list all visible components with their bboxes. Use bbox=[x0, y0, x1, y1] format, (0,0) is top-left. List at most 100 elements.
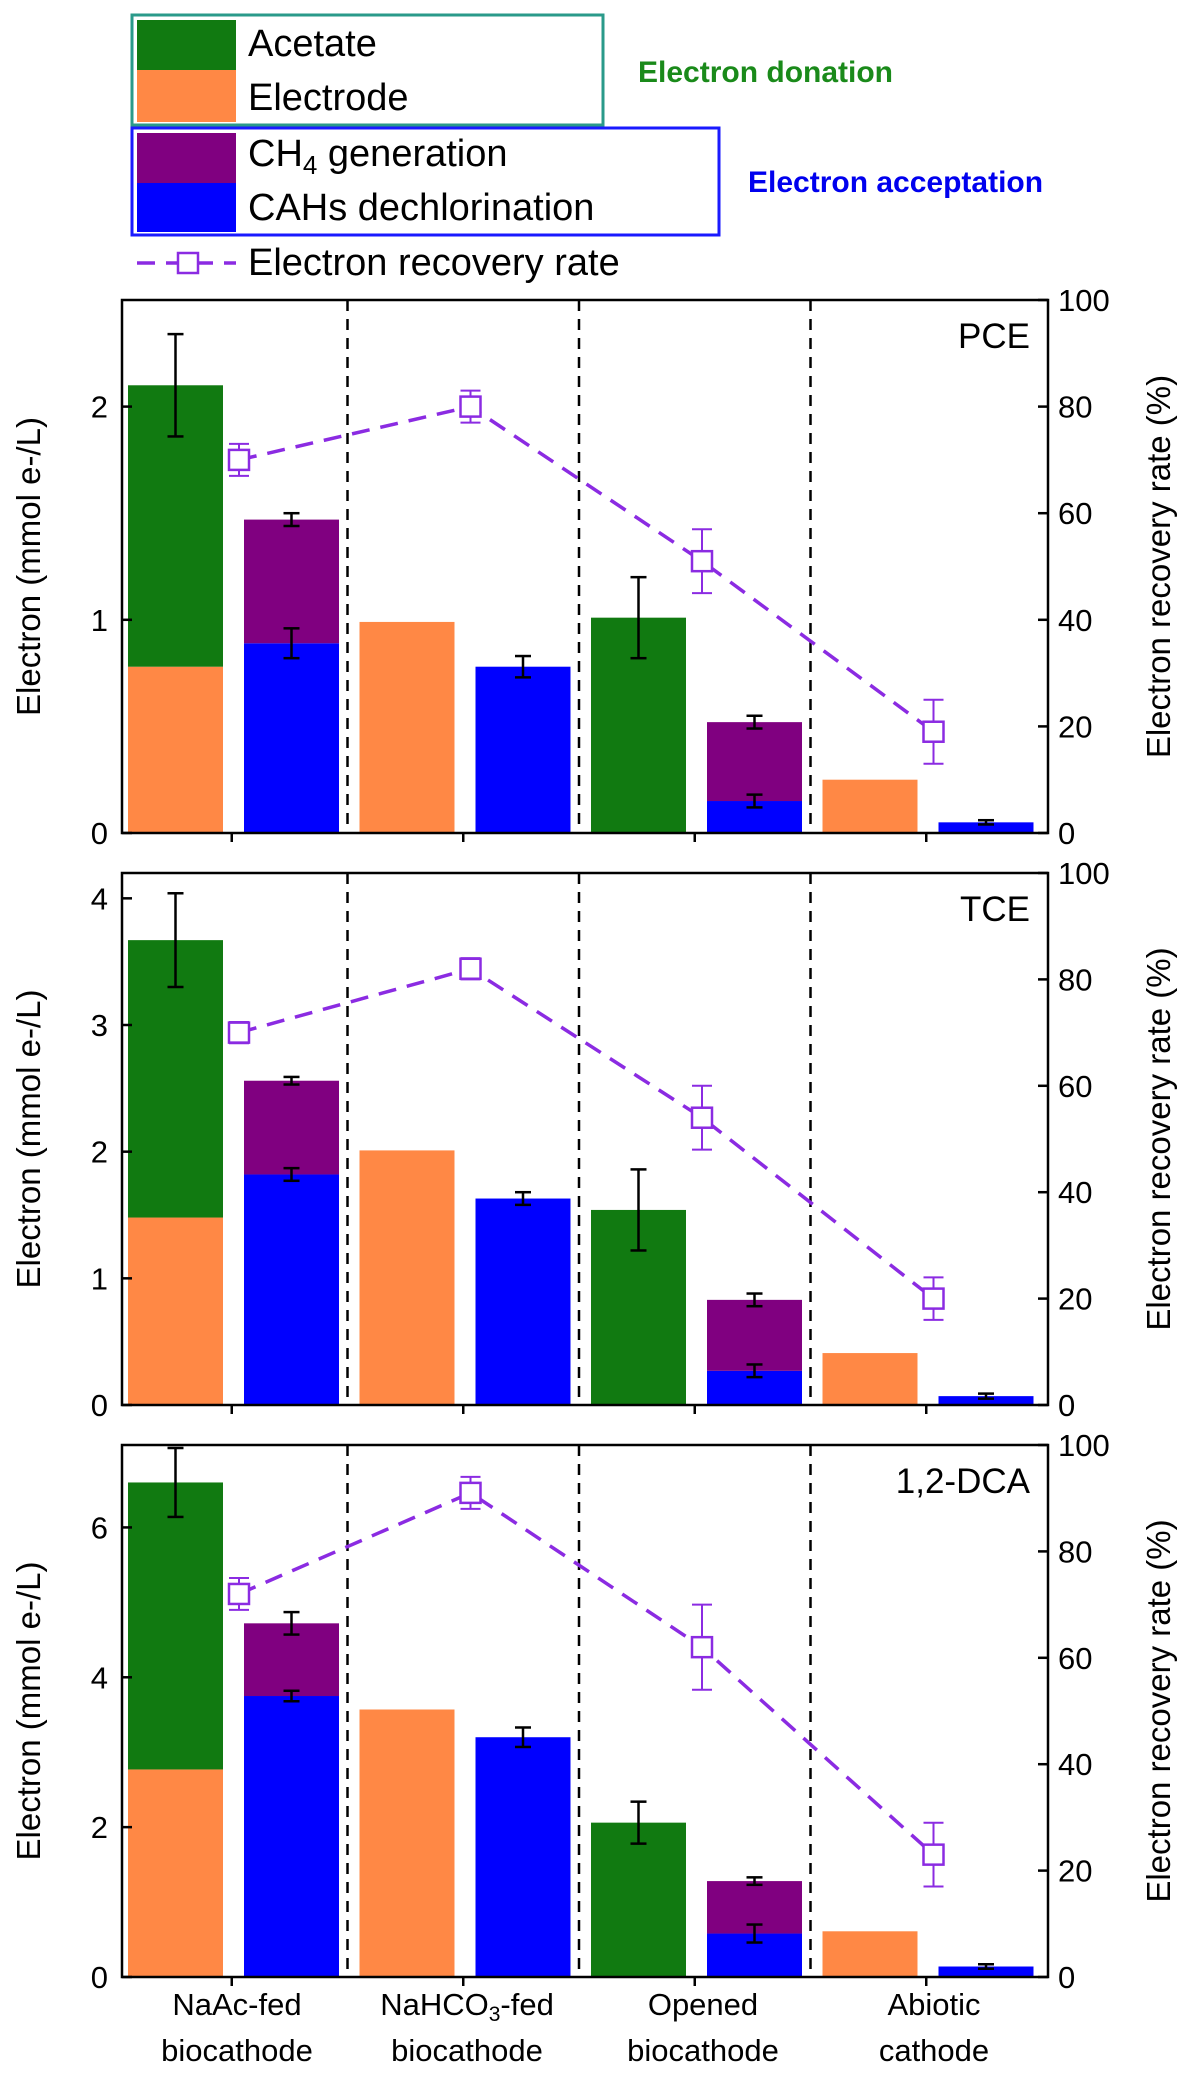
panel0-bar-ch4-opened bbox=[707, 722, 802, 802]
x-label-nahco3-rest: -fed bbox=[500, 1987, 553, 2022]
panel1-bar-cah-naac bbox=[244, 1174, 339, 1405]
legend: Acetate Electrode CH4 generation CAHs de… bbox=[130, 13, 1043, 284]
x-label-abiotic-line2: cathode bbox=[879, 2033, 989, 2068]
panel2-y2label: Electron recovery rate (%) bbox=[1140, 1519, 1177, 1902]
panel1-recovery-point-abiotic bbox=[922, 1287, 945, 1310]
panel0-y2tick-label-100: 100 bbox=[1058, 283, 1110, 318]
panel2-bar-cah-abiotic bbox=[938, 1966, 1034, 1977]
panel2-bar-electrode-abiotic bbox=[822, 1931, 918, 1977]
legend-acceptation-box bbox=[130, 126, 721, 237]
x-label-nahco3-line1: NaHCO3-fed bbox=[380, 1987, 554, 2026]
panel2-recovery-point-abiotic bbox=[922, 1843, 945, 1866]
panel1-bar-ch4-naac bbox=[244, 1080, 339, 1175]
panel0-bar-ch4-naac bbox=[244, 519, 339, 644]
panel2-ytick-label-0: 0 bbox=[91, 1960, 108, 1995]
panel0-ytick-label-1: 1 bbox=[91, 603, 108, 638]
panel2-bar-electrode-nahco3 bbox=[359, 1709, 455, 1977]
panel1-y2tick-label-100: 100 bbox=[1058, 856, 1110, 891]
x-label-nahco3-line2: biocathode bbox=[391, 2033, 543, 2068]
panel1-ytick-label-4: 4 bbox=[91, 881, 108, 916]
panel2-plot-frame bbox=[120, 1443, 1050, 1979]
legend-label-ch4-main: CH bbox=[248, 133, 303, 175]
legend-label-cah: CAHs dechlorination bbox=[248, 187, 594, 229]
panel2-y2tick-label-0: 0 bbox=[1058, 1960, 1075, 1995]
panel1-y2tick-label-40: 40 bbox=[1058, 1175, 1092, 1210]
panel0-ytick-label-0: 0 bbox=[91, 816, 108, 851]
panel2-title: 1,2-DCA bbox=[896, 1462, 1031, 1501]
panel0-bar-electrode-nahco3 bbox=[359, 621, 455, 833]
panel0-y2tick-label-60: 60 bbox=[1058, 496, 1092, 531]
legend-swatch-ch4 bbox=[137, 133, 236, 183]
panel0-recovery-point-opened bbox=[690, 549, 714, 573]
legend-swatch-electrode bbox=[137, 70, 236, 122]
panel2-ytick-label-6: 6 bbox=[91, 1510, 108, 1545]
legend-recovery-marker bbox=[176, 251, 200, 275]
panel0-bar-cah-naac bbox=[244, 643, 339, 833]
panel1-y2tick-label-0: 0 bbox=[1058, 1388, 1075, 1423]
legend-label-ch4-rest: generation bbox=[317, 133, 507, 175]
x-label-nahco3-main: NaHCO bbox=[380, 1987, 489, 2022]
x-label-opened-line1: Opened bbox=[648, 1987, 758, 2022]
panel0-bar-cah-abiotic bbox=[938, 822, 1034, 833]
x-label-abiotic-line1: Abiotic bbox=[887, 1987, 980, 2022]
panel0-ytick-label-2: 2 bbox=[91, 390, 108, 425]
legend-label-ch4: CH4 generation bbox=[248, 133, 508, 180]
legend-swatch-cah bbox=[137, 183, 236, 232]
panel1-ytick-label-3: 3 bbox=[91, 1008, 108, 1043]
panel0-y2tick-label-0: 0 bbox=[1058, 816, 1075, 851]
legend-donation-text: Electron donation bbox=[638, 56, 893, 89]
panel2-y2tick-label-40: 40 bbox=[1058, 1747, 1092, 1782]
legend-label-recovery: Electron recovery rate bbox=[248, 242, 620, 284]
panel1-bar-electrode-abiotic bbox=[822, 1353, 918, 1405]
panel2-ytick-label-4: 4 bbox=[91, 1660, 108, 1695]
panel1-title: TCE bbox=[960, 890, 1030, 929]
panel0-recovery-point-naac bbox=[227, 448, 251, 472]
panel2-bar-acetate-opened bbox=[591, 1822, 686, 1977]
panel2-bar-cah-nahco3 bbox=[475, 1737, 571, 1977]
panel1-bar-ch4-opened bbox=[707, 1299, 802, 1371]
panel0-recovery-point-abiotic bbox=[922, 720, 945, 743]
panel1-y2tick-label-20: 20 bbox=[1058, 1282, 1092, 1317]
panel2-y2tick-label-100: 100 bbox=[1058, 1428, 1110, 1463]
panel2-bar-acetate-naac bbox=[128, 1482, 223, 1770]
panel2-recovery-point-opened bbox=[690, 1635, 714, 1659]
panel1-bar-cah-abiotic bbox=[938, 1396, 1034, 1405]
panel0-y2tick-label-80: 80 bbox=[1058, 390, 1092, 425]
panel0-bar-electrode-naac bbox=[128, 666, 223, 833]
panel1-y2tick-label-80: 80 bbox=[1058, 962, 1092, 997]
x-label-naac-line1: NaAc-fed bbox=[172, 1987, 301, 2022]
panel0-plot-frame bbox=[120, 298, 1050, 835]
legend-swatch-acetate bbox=[137, 20, 236, 70]
legend-label-acetate: Acetate bbox=[248, 23, 377, 65]
legend-donation-box bbox=[130, 13, 605, 127]
x-category-labels: NaAc-fed biocathode NaHCO3-fed biocathod… bbox=[161, 1987, 989, 2068]
panel1-y2label: Electron recovery rate (%) bbox=[1140, 947, 1177, 1330]
legend-label-electrode: Electrode bbox=[248, 77, 409, 119]
panel0-title: PCE bbox=[958, 317, 1030, 356]
panel2-recovery-point-naac bbox=[227, 1582, 251, 1606]
panel0-recovery-line bbox=[238, 404, 935, 734]
panel1-ytick-label-2: 2 bbox=[91, 1135, 108, 1170]
legend-label-ch4-sub: 4 bbox=[303, 150, 317, 180]
x-label-opened-line2: biocathode bbox=[627, 2033, 779, 2068]
panel2-ytick-label-2: 2 bbox=[91, 1810, 108, 1845]
panel2-recovery-point-nahco3 bbox=[459, 1481, 482, 1505]
panel2-ylabel: Electron (mmol e-/L) bbox=[10, 1562, 47, 1861]
panel0-y2tick-label-20: 20 bbox=[1058, 709, 1092, 744]
panel1-bar-electrode-naac bbox=[128, 1217, 223, 1405]
panel2-bar-cah-naac bbox=[244, 1696, 339, 1977]
panel0-bar-cah-nahco3 bbox=[475, 666, 571, 833]
panel2-y2tick-label-80: 80 bbox=[1058, 1534, 1092, 1569]
panel1-y2tick-label-60: 60 bbox=[1058, 1069, 1092, 1104]
panel1-recovery-point-opened bbox=[690, 1106, 714, 1129]
panel0-recovery-point-nahco3 bbox=[459, 395, 482, 418]
x-label-naac-line2: biocathode bbox=[161, 2033, 313, 2068]
panel1-ytick-label-1: 1 bbox=[91, 1261, 108, 1296]
panel2-bar-electrode-naac bbox=[128, 1769, 223, 1977]
panel1-recovery-point-naac bbox=[227, 1021, 251, 1044]
panel2-y2tick-label-20: 20 bbox=[1058, 1854, 1092, 1889]
panel0-y2tick-label-40: 40 bbox=[1058, 603, 1092, 638]
panel0-y2label: Electron recovery rate (%) bbox=[1140, 375, 1177, 758]
